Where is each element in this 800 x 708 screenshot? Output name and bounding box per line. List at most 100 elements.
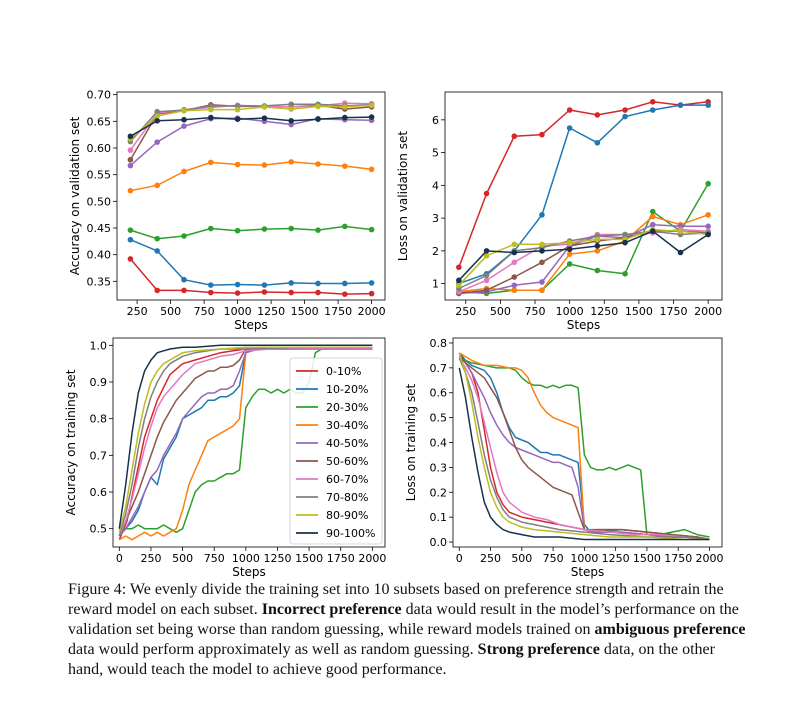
data-point-20-30% — [566, 261, 573, 267]
data-point-30-40% — [539, 287, 545, 293]
series-line-60-70% — [458, 228, 709, 293]
data-point-0-10% — [342, 291, 348, 297]
data-point-80-90% — [456, 282, 462, 289]
data-point-10-20% — [127, 236, 134, 243]
data-point-80-90% — [288, 106, 295, 112]
data-point-40-50% — [705, 223, 711, 230]
data-point-50-60% — [483, 287, 490, 293]
data-point-30-40% — [315, 161, 321, 167]
data-point-90-100% — [288, 118, 295, 124]
data-point-0-10% — [539, 131, 545, 138]
x-tick-label: 1750 — [664, 552, 692, 565]
y-axis-label: Accuracy on validation set — [68, 116, 82, 275]
data-point-10-20% — [234, 281, 241, 288]
data-point-90-100% — [234, 116, 241, 122]
data-point-30-40% — [127, 187, 134, 194]
data-point-0-10% — [288, 289, 295, 296]
x-axis-label: Steps — [232, 565, 266, 579]
data-point-50-60% — [127, 156, 134, 163]
y-tick-label: 0.40 — [87, 249, 112, 262]
data-point-80-90% — [566, 239, 573, 246]
x-tick-label: 250 — [455, 305, 476, 318]
data-point-80-90% — [511, 241, 518, 248]
data-point-70-80% — [622, 231, 628, 238]
data-point-90-100% — [594, 243, 601, 249]
data-point-90-100% — [456, 277, 462, 284]
data-point-80-90% — [342, 104, 348, 110]
data-point-20-30% — [261, 226, 268, 232]
series-line-0-10% — [458, 101, 709, 268]
data-point-40-50% — [154, 139, 160, 145]
data-point-40-50% — [649, 221, 656, 228]
data-point-30-40% — [154, 182, 160, 189]
y-tick-label: 0.2 — [430, 486, 448, 499]
y-tick-label: 1.0 — [90, 339, 108, 352]
data-point-80-90% — [368, 102, 375, 109]
y-tick-label: 0.45 — [87, 222, 112, 235]
data-point-0-10% — [456, 264, 462, 271]
x-axis-label: Steps — [234, 318, 268, 332]
data-point-90-100% — [208, 114, 214, 121]
data-point-30-40% — [288, 159, 295, 165]
data-point-20-30% — [649, 208, 656, 215]
x-tick-label: 250 — [127, 305, 148, 318]
caption-text-1: Figure 4: We evenly divide the training … — [68, 581, 724, 618]
y-tick-label: 0.6 — [90, 486, 108, 499]
plot-area — [456, 99, 711, 297]
y-tick-label: 3 — [432, 212, 439, 225]
x-tick-label: 750 — [204, 552, 225, 565]
series-line-0-10% — [458, 352, 710, 541]
data-point-80-90% — [677, 228, 684, 235]
data-point-0-10% — [566, 107, 573, 113]
y-tick-label: 0.55 — [87, 169, 112, 182]
x-tick-label: 1000 — [570, 552, 598, 565]
data-point-90-100% — [483, 248, 490, 254]
series-line-70-80% — [458, 357, 710, 541]
series-line-90-100% — [458, 367, 710, 541]
y-tick-label: 0.9 — [90, 376, 108, 389]
y-tick-label: 0.7 — [430, 362, 448, 375]
x-tick-label: 500 — [511, 552, 532, 565]
y-tick-label: 0.0 — [430, 536, 448, 549]
data-point-40-50% — [181, 123, 187, 129]
x-tick-label: 1750 — [660, 305, 688, 318]
series-line-40-50% — [458, 223, 709, 295]
data-point-80-90% — [483, 252, 490, 259]
caption-text-3: data would perform approximately as well… — [68, 641, 474, 658]
data-point-90-100% — [622, 239, 628, 246]
validation-accuracy-chart: 250 500 750 1000 1250 1500 1750 2000 0.35 0.40 0.4… — [68, 89, 386, 332]
y-tick-label: 5 — [432, 147, 439, 160]
data-point-30-40% — [261, 162, 268, 168]
series-line-70-80% — [458, 230, 709, 290]
axes-frame — [116, 91, 386, 301]
series-line-20-30% — [459, 357, 710, 538]
data-point-30-40% — [705, 212, 711, 218]
y-tick-label: 6 — [432, 114, 439, 127]
x-tick-label: 500 — [490, 305, 511, 318]
series-line-20-30% — [130, 225, 372, 240]
x-tick-label: 1750 — [324, 305, 352, 318]
data-point-30-40% — [594, 248, 601, 254]
data-point-30-40% — [342, 163, 348, 169]
data-point-40-50% — [539, 279, 545, 285]
axes-frame — [444, 91, 723, 301]
data-point-50-60% — [511, 274, 518, 280]
y-tick-label: 0.50 — [87, 195, 112, 208]
y-tick-label: 0.35 — [87, 275, 112, 288]
series-line-50-60% — [129, 104, 372, 161]
legend-label: 10-20% — [326, 383, 368, 396]
data-point-0-10% — [208, 289, 214, 296]
legend-label: 80-90% — [326, 509, 368, 522]
data-point-30-40% — [234, 161, 241, 168]
legend-label: 40-50% — [326, 437, 368, 450]
data-point-90-100% — [649, 228, 656, 235]
data-point-80-90% — [594, 236, 601, 243]
y-tick-label: 0.8 — [430, 337, 448, 350]
data-point-80-90% — [154, 113, 160, 119]
series-line-10-20% — [130, 239, 372, 286]
x-tick-label: 750 — [525, 305, 546, 318]
y-axis-label: Loss on validation set — [396, 131, 410, 261]
data-point-90-100% — [677, 249, 684, 256]
series-line-10-20% — [458, 352, 710, 541]
